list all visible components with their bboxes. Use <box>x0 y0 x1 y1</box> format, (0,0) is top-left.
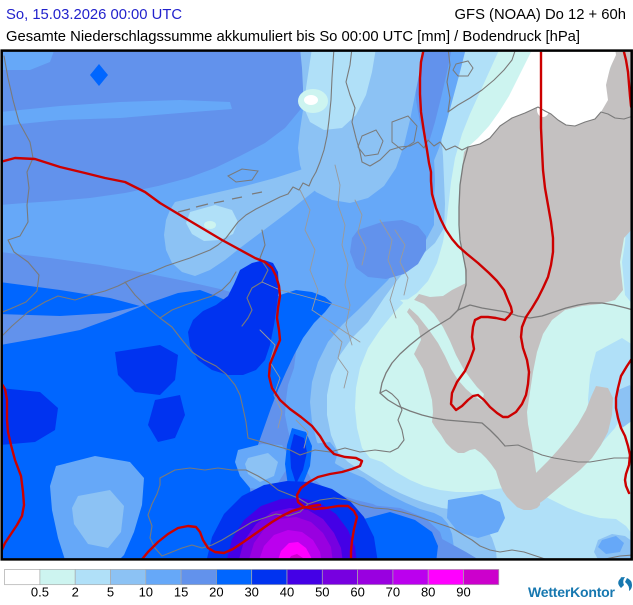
svg-text:70: 70 <box>386 585 400 600</box>
svg-text:10: 10 <box>139 585 153 600</box>
svg-text:So, 15.03.2026 00:00 UTC: So, 15.03.2026 00:00 UTC <box>6 7 182 23</box>
svg-text:40: 40 <box>280 585 294 600</box>
svg-text:20: 20 <box>209 585 223 600</box>
svg-text:Gesamte Niederschlagssumme akk: Gesamte Niederschlagssumme akkumuliert b… <box>6 29 580 45</box>
svg-text:GFS (NOAA) Do 12 + 60h: GFS (NOAA) Do 12 + 60h <box>455 7 626 23</box>
svg-text:50: 50 <box>315 585 329 600</box>
svg-text:5: 5 <box>107 585 114 600</box>
svg-text:90: 90 <box>456 585 470 600</box>
svg-text:30: 30 <box>244 585 258 600</box>
svg-text:2: 2 <box>72 585 79 600</box>
svg-text:60: 60 <box>350 585 364 600</box>
svg-text:80: 80 <box>421 585 435 600</box>
svg-text:0.5: 0.5 <box>31 585 49 600</box>
svg-text:15: 15 <box>174 585 188 600</box>
svg-text:WetterKontor: WetterKontor <box>528 584 616 600</box>
